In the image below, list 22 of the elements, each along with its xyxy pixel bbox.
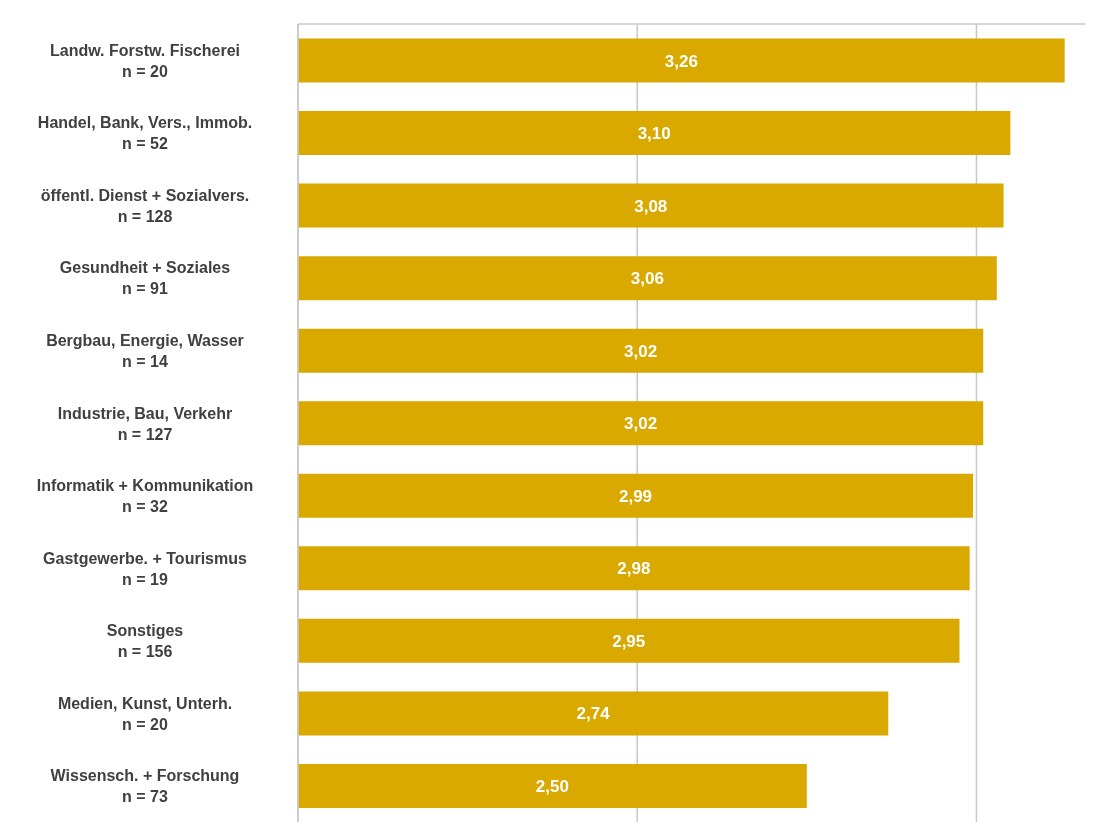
data-label: 2,95 (612, 631, 646, 651)
y-tick-label: Medien, Kunst, Unterh. n = 20 (57, 694, 233, 733)
y-tick-label: Handel, Bank, Vers., Immob. n = 52 (37, 114, 253, 153)
y-tick-label: öffentl. Dienst + Sozialvers. n = 128 (40, 186, 250, 225)
y-tick-label: Industrie, Bau, Verkehr n = 127 (57, 404, 233, 443)
data-label: 3,06 (630, 269, 664, 289)
y-tick-label: Informatik + Kommunikation n = 32 (36, 477, 254, 516)
y-tick-label: Sonstiges n = 156 (106, 622, 184, 661)
data-label: 3,08 (634, 196, 668, 216)
data-label: 3,02 (624, 341, 658, 361)
data-label: 3,10 (637, 124, 671, 144)
y-tick-label: Wissensch. + Forschung n = 73 (50, 767, 240, 806)
y-tick-label: Gastgewerbe. + Tourismus n = 19 (43, 549, 247, 588)
data-label: 3,26 (664, 51, 698, 71)
data-label: 2,50 (535, 777, 569, 796)
data-label: 2,74 (576, 704, 611, 724)
data-label: 2,99 (618, 486, 653, 506)
y-tick-label: Bergbau, Energie, Wasser n = 14 (46, 331, 244, 370)
y-tick-label: Landw. Forstw. Fischerei n = 20 (50, 41, 240, 80)
data-label: 2,98 (617, 559, 651, 579)
data-label: 3,02 (624, 414, 658, 434)
y-tick-label: Gesundheit + Soziales n = 91 (59, 259, 231, 298)
